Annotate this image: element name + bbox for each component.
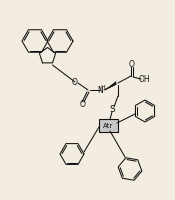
Text: S: S: [109, 105, 115, 114]
Text: O: O: [129, 60, 135, 69]
FancyBboxPatch shape: [99, 119, 117, 132]
Polygon shape: [105, 82, 116, 91]
Text: O: O: [72, 78, 78, 87]
Text: OH: OH: [138, 75, 150, 84]
Text: Atr: Atr: [103, 122, 113, 128]
Text: O: O: [80, 100, 86, 109]
Text: H: H: [101, 85, 105, 90]
Text: N: N: [97, 86, 103, 95]
